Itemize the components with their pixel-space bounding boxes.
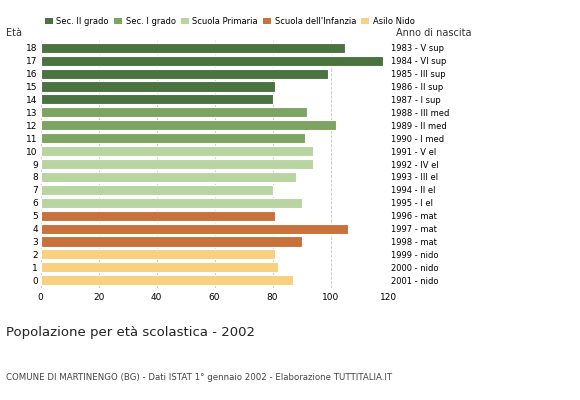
Bar (41, 94, 273, 104)
Bar (41, 133, 305, 143)
Bar (41, 262, 278, 272)
Text: Età: Età (6, 28, 22, 38)
Text: COMUNE DI MARTINENGO (BG) - Dati ISTAT 1° gennaio 2002 - Elaborazione TUTTITALIA: COMUNE DI MARTINENGO (BG) - Dati ISTAT 1… (6, 373, 392, 382)
Bar (41, 275, 293, 285)
Bar (41, 172, 296, 182)
Bar (41, 107, 307, 117)
Text: Anno di nascita: Anno di nascita (396, 28, 471, 38)
Bar (41, 82, 276, 92)
Legend: Sec. II grado, Sec. I grado, Scuola Primaria, Scuola dell'Infanzia, Asilo Nido: Sec. II grado, Sec. I grado, Scuola Prim… (45, 17, 415, 26)
Bar (41, 146, 313, 156)
Bar (41, 159, 313, 169)
Bar (41, 185, 273, 195)
Text: Popolazione per età scolastica - 2002: Popolazione per età scolastica - 2002 (6, 326, 255, 339)
Bar (41, 249, 276, 260)
Bar (41, 224, 348, 234)
Bar (41, 236, 302, 246)
Bar (41, 68, 328, 79)
Bar (41, 198, 302, 208)
Bar (41, 56, 383, 66)
Bar (41, 43, 345, 53)
Bar (41, 211, 276, 221)
Bar (41, 120, 336, 130)
